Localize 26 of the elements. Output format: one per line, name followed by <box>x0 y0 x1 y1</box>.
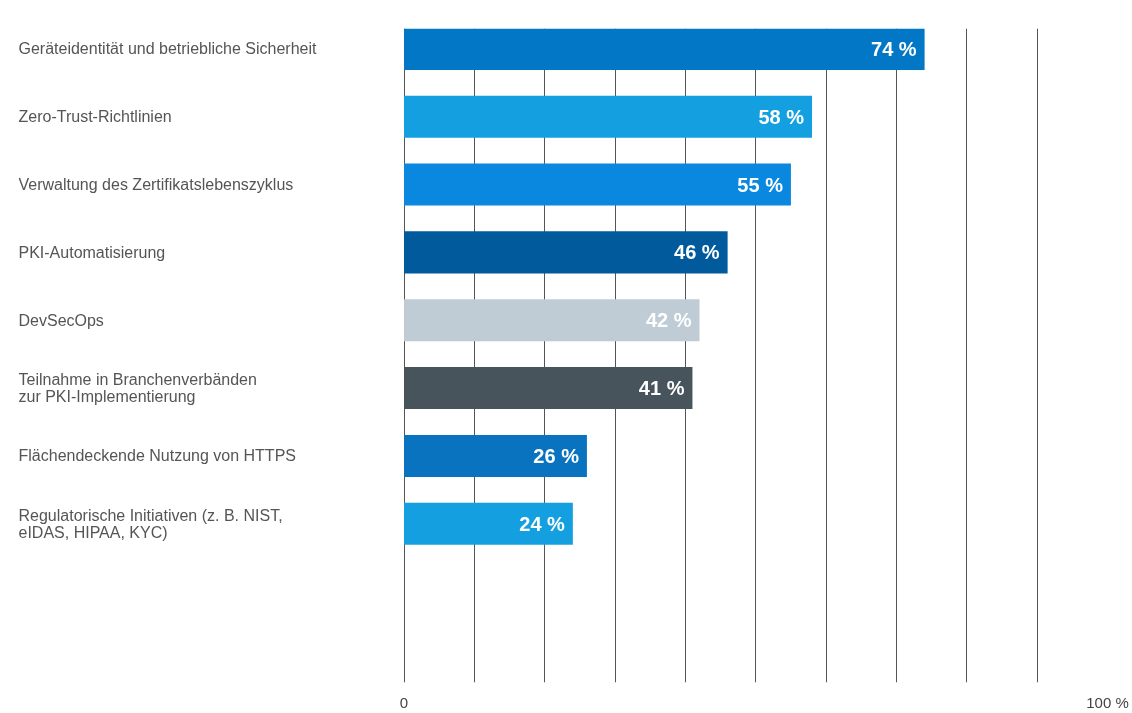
bar <box>404 367 693 410</box>
data-label: 74 % <box>871 37 917 60</box>
y-tick-label: Flächendeckende Nutzung von HTTPS <box>18 447 296 465</box>
bar <box>404 299 700 342</box>
data-label: 24 % <box>519 512 566 535</box>
y-tick-label: Teilnahme in Branchenverbänden zur PKI-Implementierung <box>18 371 257 406</box>
bar <box>404 95 813 138</box>
data-label: 42 % <box>645 309 692 332</box>
y-tick-label: Verwaltung des Zertifikatslebenszyklus <box>18 176 294 194</box>
data-label: 55 % <box>737 173 784 196</box>
bar <box>404 231 728 274</box>
bar <box>404 28 925 70</box>
data-label: 41 % <box>638 377 685 400</box>
bar <box>404 502 573 545</box>
data-label: 26 % <box>533 444 580 467</box>
y-tick-label: DevSecOps <box>18 311 104 329</box>
y-tick-label: Zero-Trust-Richtlinien <box>18 108 172 126</box>
y-tick-label: Regulatorische Initiativen (z. B. NIST, eIDAS, HIPAA, KYC) <box>18 506 283 541</box>
x-tick-label: 0 <box>399 693 409 711</box>
bar <box>404 434 587 477</box>
data-label: 58 % <box>758 105 805 128</box>
y-tick-label: Geräteidentität und betriebliche Sicherheit <box>18 40 318 58</box>
x-tick-label: 100 % <box>1086 693 1129 711</box>
y-tick-label: PKI-Automatisierung <box>18 243 166 261</box>
bar <box>404 163 791 206</box>
data-label: 46 % <box>674 241 720 264</box>
